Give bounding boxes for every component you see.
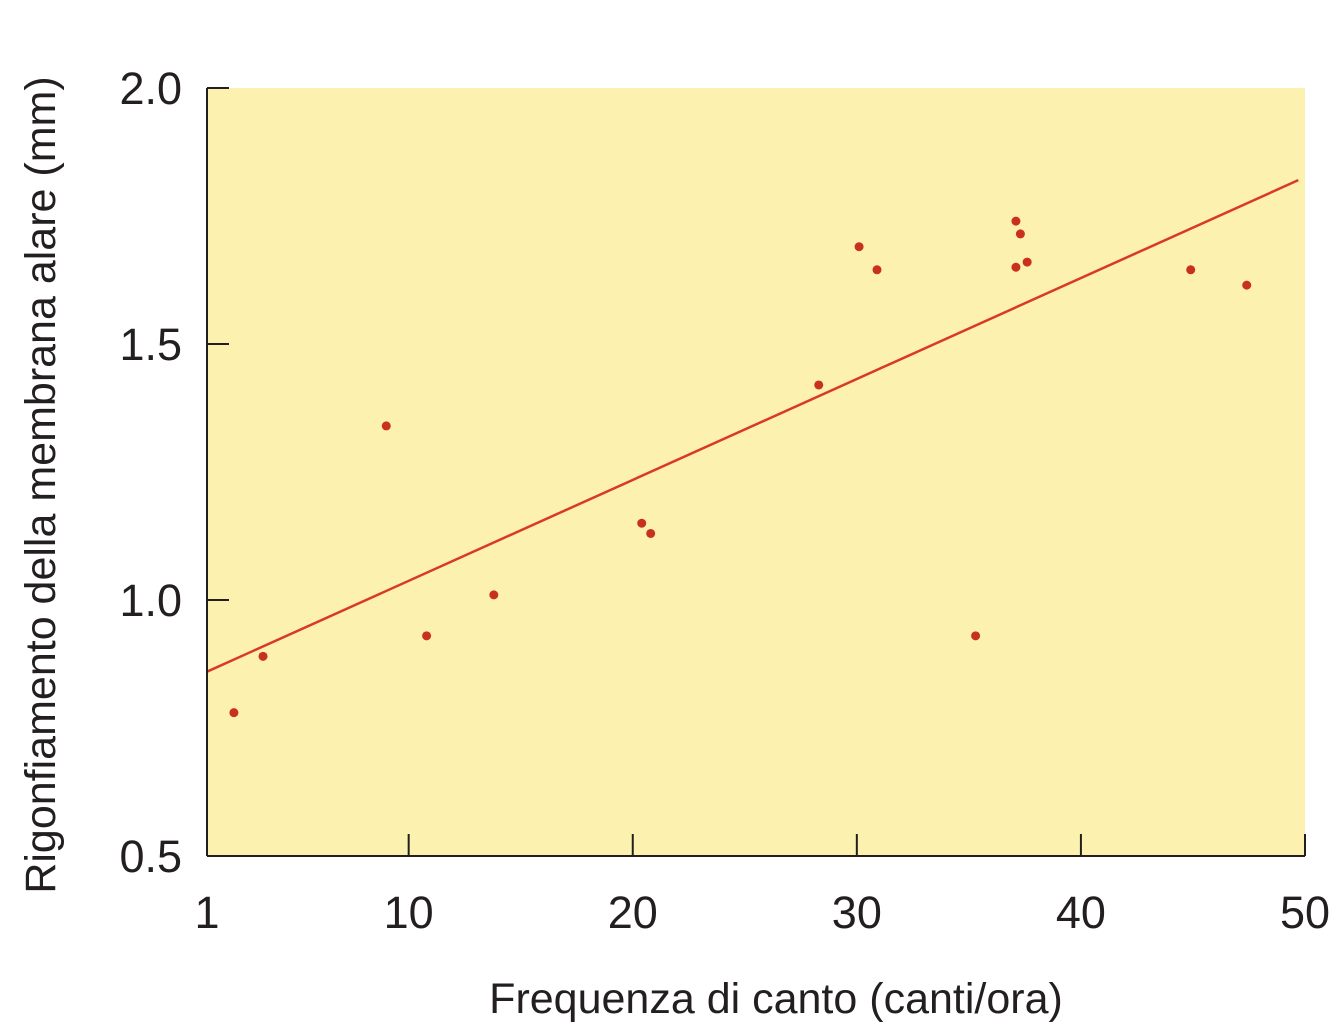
data-point	[1011, 216, 1021, 226]
plot-area	[207, 88, 1305, 856]
data-point	[814, 380, 824, 390]
data-point	[1015, 229, 1025, 239]
data-point	[422, 631, 432, 641]
x-tick-label: 1	[194, 887, 219, 938]
axes	[206, 88, 1305, 857]
regression-line	[206, 179, 1299, 673]
data-point	[1186, 265, 1196, 275]
data-point	[646, 528, 656, 538]
y-tick-label: 1.0	[119, 575, 182, 626]
data-point	[381, 421, 391, 431]
y-tick-label: 1.5	[119, 319, 182, 370]
data-point	[258, 651, 268, 661]
x-tick-label: 30	[832, 887, 882, 938]
x-axis-title: Frequenza di canto (canti/ora)	[489, 975, 1063, 1023]
x-tick-label: 20	[608, 887, 658, 938]
data-point	[971, 631, 981, 641]
data-point	[1011, 262, 1021, 272]
data-point	[872, 265, 882, 275]
data-point	[637, 518, 647, 528]
y-tick-label: 0.5	[119, 831, 182, 882]
trend-line-layer	[206, 179, 1299, 673]
data-point	[229, 708, 239, 718]
y-axis-title: Rigonfiamento della membrana alare (mm)	[17, 76, 65, 893]
data-point	[854, 242, 864, 252]
data-points	[229, 216, 1252, 718]
x-tick-label: 40	[1056, 887, 1106, 938]
data-point	[1022, 257, 1032, 267]
data-point	[1242, 280, 1252, 290]
x-tick-label: 50	[1280, 887, 1330, 938]
y-tick-label: 2.0	[119, 63, 182, 114]
x-tick-label: 10	[384, 887, 434, 938]
y-axis-ticks: 0.5 1.0 1.5 2.0	[119, 63, 229, 882]
x-axis-ticks: 1 10 20 30 40 50	[194, 834, 1330, 938]
data-point	[489, 590, 499, 600]
